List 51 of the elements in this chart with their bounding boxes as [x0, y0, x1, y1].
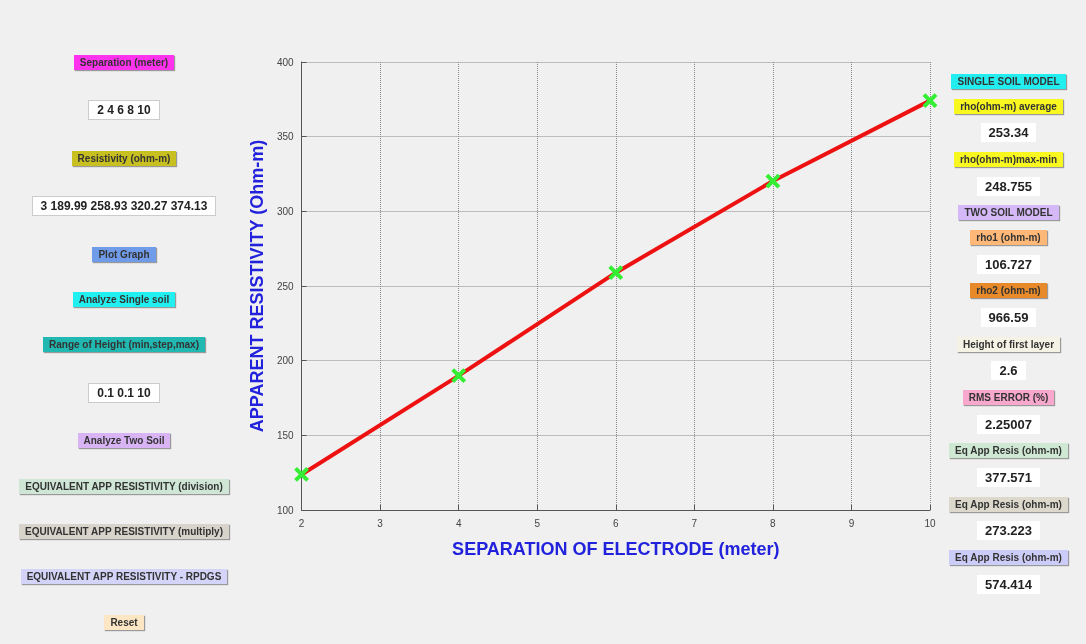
button: Analyze Two Soil: [77, 433, 171, 449]
button: Plot Graph: [92, 246, 156, 262]
x-tick-label: 5: [534, 517, 541, 529]
button: Resistivity (ohm-m): [71, 150, 177, 166]
text-field: 2 4 6 8 10: [88, 100, 160, 121]
button: Eq App Resis (ohm-m): [949, 443, 1068, 459]
button: rho(ohm-m)max-min: [953, 152, 1064, 167]
y-tick-label: 400: [276, 56, 295, 68]
button: Eq App Resis (ohm-m): [949, 550, 1068, 566]
text-field: 106.727: [977, 254, 1040, 274]
x-tick-label: 9: [848, 517, 855, 529]
x-tick-label: 2: [298, 517, 305, 529]
text-field: 2.6: [991, 361, 1026, 381]
text-field: 574.414: [977, 574, 1040, 594]
button: EQUIVALENT APP RESISTIVITY (division): [19, 478, 229, 494]
button: TWO SOIL MODEL: [958, 205, 1059, 221]
x-tick-label: 3: [377, 517, 384, 529]
button: Separation (meter): [73, 55, 175, 70]
x-tick-label: 7: [691, 517, 698, 529]
text-field: 966.59: [980, 308, 1037, 328]
button: rho(ohm-m) average: [954, 98, 1063, 114]
button: EQUIVALENT APP RESISTIVITY - RPDGS: [20, 569, 228, 585]
text-field: 3 189.99 258.93 320.27 374.13: [31, 196, 217, 217]
text-field: 377.571: [977, 468, 1040, 488]
text-field: 2.25007: [977, 414, 1040, 434]
x-tick-label: 4: [455, 517, 462, 529]
y-tick-label: 250: [276, 280, 295, 292]
button: rho1 (ohm-m): [970, 230, 1047, 246]
button: RMS ERROR (%): [962, 390, 1055, 406]
y-tick-label: 100: [276, 504, 295, 516]
button: Reset: [104, 614, 144, 630]
text-field: 253.34: [980, 123, 1037, 143]
text-field: 0.1 0.1 10: [88, 382, 160, 403]
button: Height of first layer: [956, 336, 1061, 352]
x-axis-title: SEPARATION OF ELECTRODE (meter): [452, 539, 780, 559]
button: EQUIVALENT APP RESISTIVITY (multiply): [19, 524, 229, 540]
y-tick-label: 300: [276, 205, 295, 217]
y-axis-title: APPARENT RESISTIVITY (Ohm-m): [247, 139, 267, 433]
button: Analyze Single soil: [72, 292, 176, 308]
y-tick-label: 350: [276, 131, 295, 143]
button: Eq App Resis (ohm-m): [949, 496, 1068, 512]
x-tick-label: 6: [613, 517, 620, 529]
y-tick-label: 150: [276, 429, 295, 441]
text-field: 248.755: [977, 176, 1040, 196]
x-tick-label: 10: [924, 517, 936, 529]
button: Range of Height (min,step,max): [43, 337, 205, 353]
button: SINGLE SOIL MODEL: [951, 74, 1066, 89]
y-tick-label: 200: [276, 355, 295, 367]
button: rho2 (ohm-m): [970, 283, 1047, 299]
x-tick-label: 8: [770, 517, 777, 529]
text-field: 273.223: [977, 521, 1040, 541]
